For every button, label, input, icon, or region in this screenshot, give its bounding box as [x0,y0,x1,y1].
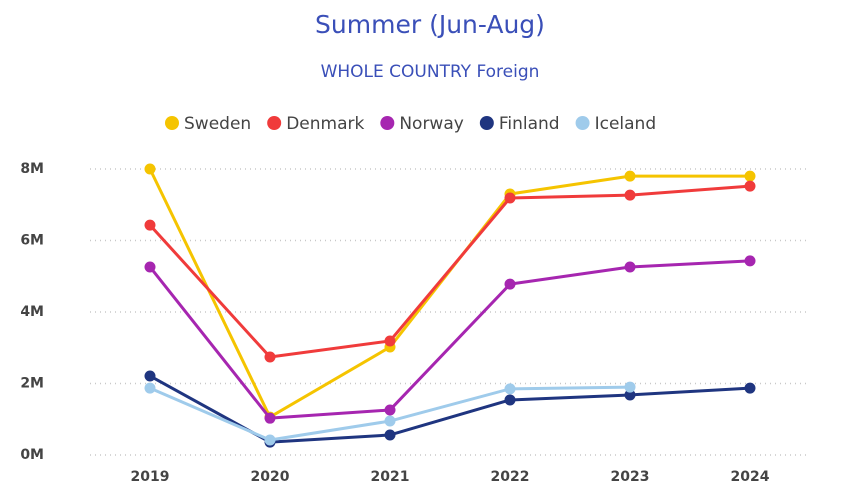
data-point [264,351,276,363]
legend-label: Denmark [286,114,364,134]
data-point [384,429,396,441]
data-point [624,389,636,401]
series-line [148,184,751,359]
data-point [624,189,636,201]
legend-marker [267,116,282,130]
y-tick-label: 4M [20,304,44,320]
x-tick-label: 2022 [491,469,530,485]
data-point [624,381,636,393]
data-point [144,382,156,394]
x-tick-label: 2020 [251,469,290,485]
legend-marker [479,116,494,130]
legend-label: Norway [399,114,464,134]
chart-title: Summer (Jun-Aug) [315,10,545,39]
x-tick-label: 2019 [131,469,170,485]
data-point [144,163,156,175]
data-point [144,261,156,273]
data-point [504,383,516,395]
legend-marker [165,116,179,130]
data-point [384,335,396,347]
data-point [384,415,396,427]
series-line [149,374,751,444]
x-tick-label: 2021 [371,469,410,485]
legend-marker [575,116,590,130]
data-point [624,261,636,273]
data-point [384,404,396,416]
y-tick-label: 0M [20,447,44,463]
y-tick-label: 2M [20,376,44,392]
y-tick-label: 6M [20,233,44,249]
data-point [144,219,156,231]
data-point [264,434,276,446]
y-tick-label: 8M [20,161,44,177]
legend-label: Iceland [595,114,657,134]
data-point [744,255,756,267]
data-point [504,394,516,406]
x-tick-label: 2024 [731,469,770,485]
data-point [144,370,156,382]
data-point [504,278,516,290]
legend-label: Finland [499,114,560,134]
chart-subtitle: WHOLE COUNTRY Foreign [321,62,540,82]
legend-marker [380,116,395,130]
x-tick-label: 2023 [611,469,650,485]
data-point [744,180,756,192]
data-point [624,170,636,182]
legend-label: Sweden [184,114,251,134]
series-line [148,259,751,420]
data-point [744,382,756,394]
data-point [264,412,276,424]
data-point [744,170,756,182]
data-point [504,192,516,204]
